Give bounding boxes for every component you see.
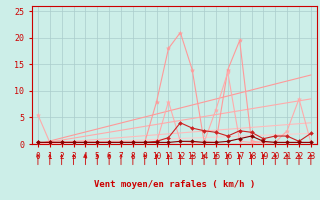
X-axis label: Vent moyen/en rafales ( km/h ): Vent moyen/en rafales ( km/h )	[94, 180, 255, 189]
